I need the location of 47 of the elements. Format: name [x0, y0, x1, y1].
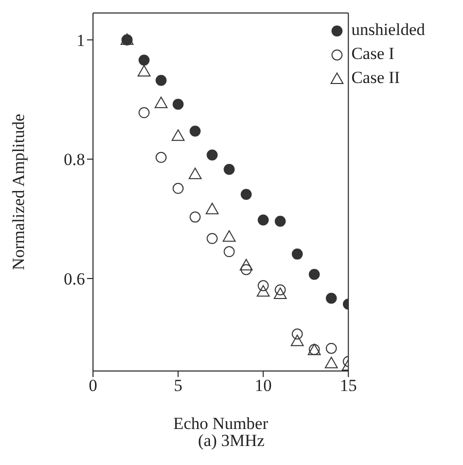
point [326, 292, 337, 304]
point [324, 356, 338, 368]
point [274, 216, 286, 227]
point [224, 164, 235, 175]
y-axis-title: Normalized Amplitude [9, 114, 28, 270]
y-tick-label: 1 [76, 30, 85, 50]
point [240, 258, 253, 270]
point [188, 168, 202, 180]
point [190, 126, 201, 137]
x-tick-label: 15 [340, 376, 357, 396]
legend-label: Case II [351, 68, 400, 88]
point [326, 342, 337, 354]
point [172, 129, 185, 141]
point [190, 212, 201, 223]
point [224, 246, 235, 258]
point [138, 54, 150, 66]
point [292, 328, 303, 340]
point [206, 233, 218, 244]
point [290, 334, 304, 346]
point [172, 182, 184, 194]
y-tick-label: 0.8 [64, 150, 85, 170]
point [206, 150, 218, 161]
x-tick-label: 5 [174, 376, 182, 396]
point [308, 268, 320, 280]
point [258, 280, 269, 292]
point [156, 74, 167, 86]
point [256, 285, 270, 297]
x-tick-label: 0 [88, 376, 98, 396]
point [206, 202, 219, 214]
point [222, 230, 236, 242]
point [292, 248, 303, 260]
point [154, 96, 168, 108]
point [240, 264, 252, 276]
legend-label: Case I [351, 44, 394, 64]
x-tick-label: 10 [254, 376, 272, 396]
point [138, 64, 151, 76]
point [274, 288, 287, 300]
point [274, 284, 286, 296]
point [172, 98, 184, 110]
point [240, 188, 252, 200]
point [156, 152, 167, 163]
point [138, 107, 150, 118]
legend-label: unshielded [351, 20, 425, 40]
point [258, 214, 269, 226]
y-tick-label: 0.6 [64, 270, 85, 289]
x-axis-title: Echo Number [173, 414, 268, 433]
text: (a) 3MHz [198, 431, 266, 451]
